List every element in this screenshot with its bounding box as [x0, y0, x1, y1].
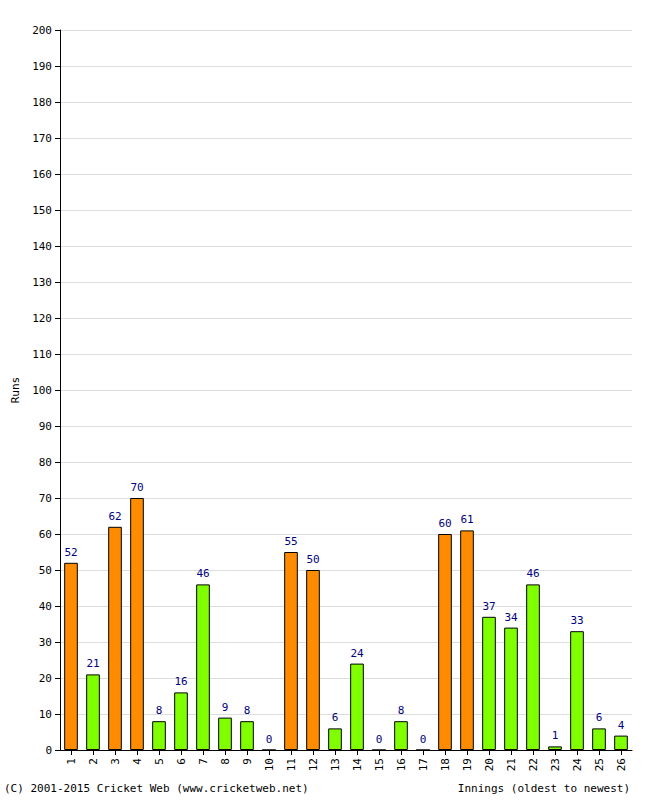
svg-text:55: 55 — [284, 535, 297, 548]
svg-text:130: 130 — [32, 276, 52, 289]
svg-text:19: 19 — [461, 758, 474, 771]
svg-text:140: 140 — [32, 240, 52, 253]
svg-text:46: 46 — [196, 567, 209, 580]
svg-text:8: 8 — [156, 704, 163, 717]
svg-text:Innings (oldest to newest): Innings (oldest to newest) — [458, 782, 630, 795]
svg-text:60: 60 — [39, 528, 52, 541]
svg-text:33: 33 — [570, 614, 583, 627]
svg-text:0: 0 — [266, 733, 273, 746]
svg-text:26: 26 — [615, 758, 628, 771]
svg-text:170: 170 — [32, 132, 52, 145]
svg-text:24: 24 — [350, 647, 364, 660]
svg-text:50: 50 — [39, 564, 52, 577]
svg-text:13: 13 — [329, 758, 342, 771]
svg-text:180: 180 — [32, 96, 52, 109]
svg-text:52: 52 — [64, 546, 77, 559]
svg-text:1: 1 — [552, 729, 559, 742]
svg-text:9: 9 — [241, 758, 254, 765]
svg-text:120: 120 — [32, 312, 52, 325]
svg-text:110: 110 — [32, 348, 52, 361]
svg-text:61: 61 — [460, 513, 473, 526]
svg-text:6: 6 — [175, 758, 188, 765]
svg-text:8: 8 — [244, 704, 251, 717]
svg-text:1: 1 — [65, 758, 78, 765]
svg-text:150: 150 — [32, 204, 52, 217]
svg-text:100: 100 — [32, 384, 52, 397]
svg-text:60: 60 — [438, 517, 451, 530]
svg-text:160: 160 — [32, 168, 52, 181]
svg-text:70: 70 — [39, 492, 52, 505]
svg-text:17: 17 — [417, 758, 430, 771]
svg-text:15: 15 — [373, 758, 386, 771]
svg-text:2: 2 — [87, 758, 100, 765]
svg-text:80: 80 — [39, 456, 52, 469]
svg-text:14: 14 — [351, 758, 364, 772]
svg-text:37: 37 — [482, 600, 495, 613]
svg-text:62: 62 — [108, 510, 121, 523]
svg-text:6: 6 — [332, 711, 339, 724]
svg-text:24: 24 — [571, 758, 584, 772]
svg-text:0: 0 — [420, 733, 427, 746]
svg-text:9: 9 — [222, 701, 229, 714]
svg-text:40: 40 — [39, 600, 52, 613]
svg-text:18: 18 — [439, 758, 452, 771]
svg-text:200: 200 — [32, 24, 52, 37]
svg-text:8: 8 — [219, 758, 232, 765]
svg-text:20: 20 — [39, 672, 52, 685]
svg-text:20: 20 — [483, 758, 496, 771]
svg-text:0: 0 — [45, 744, 52, 757]
svg-text:90: 90 — [39, 420, 52, 433]
svg-text:21: 21 — [505, 758, 518, 771]
svg-text:46: 46 — [526, 567, 539, 580]
svg-text:0: 0 — [376, 733, 383, 746]
svg-text:70: 70 — [130, 481, 143, 494]
svg-text:30: 30 — [39, 636, 52, 649]
svg-text:4: 4 — [618, 719, 625, 732]
svg-text:5: 5 — [153, 758, 166, 765]
svg-text:50: 50 — [306, 553, 319, 566]
svg-text:16: 16 — [395, 758, 408, 771]
svg-text:8: 8 — [398, 704, 405, 717]
svg-text:34: 34 — [504, 611, 518, 624]
svg-text:7: 7 — [197, 758, 210, 765]
svg-text:22: 22 — [527, 758, 540, 771]
svg-text:21: 21 — [86, 657, 99, 670]
svg-text:4: 4 — [131, 758, 144, 765]
svg-text:23: 23 — [549, 758, 562, 771]
svg-text:190: 190 — [32, 60, 52, 73]
svg-text:12: 12 — [307, 758, 320, 771]
svg-text:3: 3 — [109, 758, 122, 765]
svg-text:16: 16 — [174, 675, 187, 688]
svg-text:(C) 2001-2015 Cricket Web (www: (C) 2001-2015 Cricket Web (www.cricketwe… — [4, 782, 309, 795]
svg-text:10: 10 — [263, 758, 276, 771]
svg-text:10: 10 — [39, 708, 52, 721]
svg-text:11: 11 — [285, 758, 298, 771]
svg-text:6: 6 — [596, 711, 603, 724]
svg-text:Runs: Runs — [9, 377, 22, 404]
svg-text:25: 25 — [593, 758, 606, 771]
